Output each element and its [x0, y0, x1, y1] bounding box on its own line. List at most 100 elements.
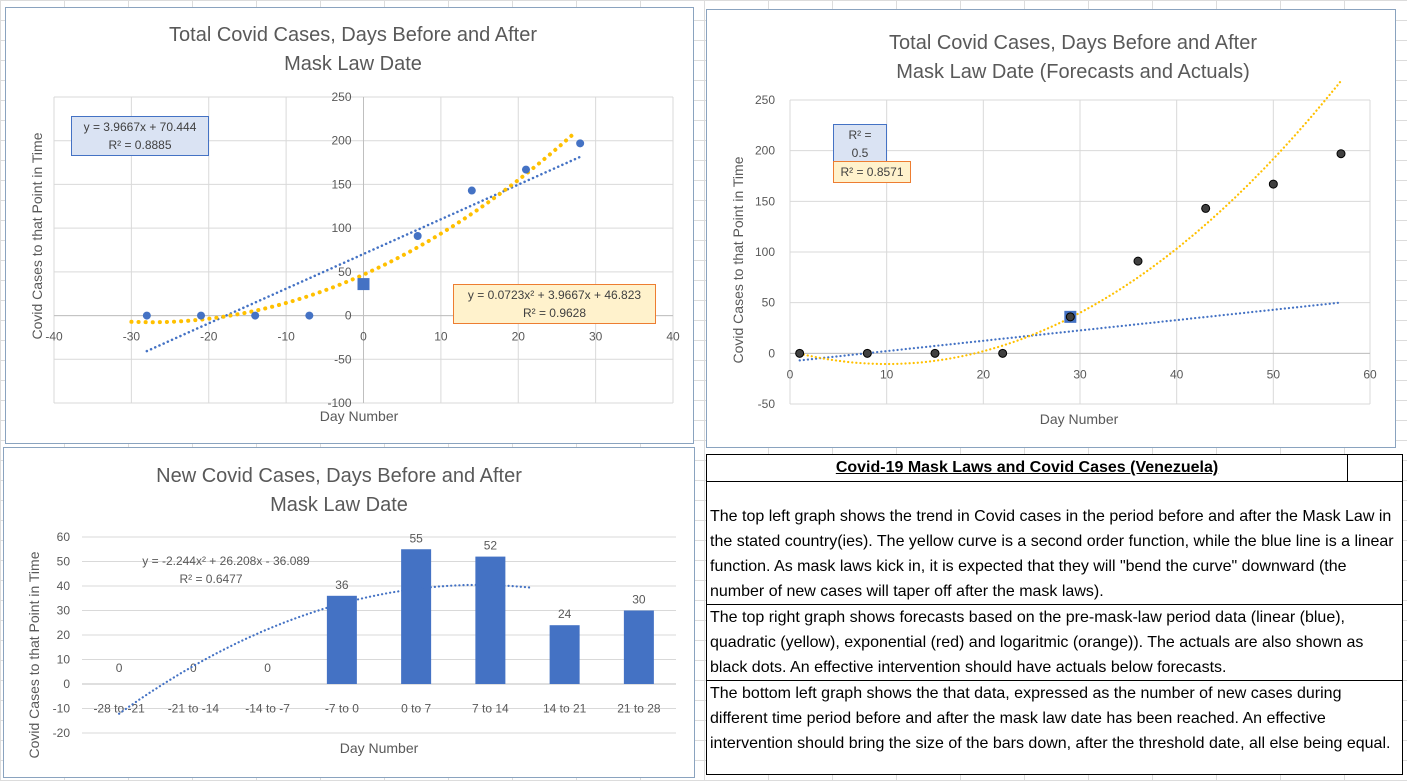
- y-axis-label: Covid Cases to that Point in Time: [26, 551, 42, 758]
- new-cases-chart: New Covid Cases, Days Before and After M…: [26, 465, 676, 759]
- actual-data-point: [862, 348, 872, 358]
- y-tick-label: -50: [334, 352, 352, 366]
- y-tick-label: 50: [338, 265, 352, 279]
- polynomial-trendline: [129, 132, 575, 325]
- x-tick-label: -20: [200, 330, 218, 344]
- actual-data-point: [998, 348, 1008, 358]
- polynomial-trendline: [117, 583, 533, 715]
- y-tick-label: 250: [331, 90, 351, 104]
- polynomial-equation: y = 0.0723x² + 3.9667x + 46.823: [467, 288, 642, 302]
- explanation-title: Covid-19 Mask Laws and Covid Cases (Vene…: [707, 455, 1348, 481]
- data-point: [142, 311, 151, 320]
- data-point: [521, 165, 530, 174]
- y-axis-label: Covid Cases to that Point in Time: [29, 132, 45, 339]
- chart-title-line-1: Total Covid Cases, Days Before and After: [169, 24, 537, 46]
- y-tick-label: 50: [762, 296, 776, 310]
- polynomial-r2-label[interactable]: R² = 0.8571: [833, 161, 911, 183]
- x-category-label: -14 to -7: [245, 702, 290, 716]
- actual-data-point: [930, 348, 940, 358]
- linear-trendline: [145, 155, 582, 353]
- chart-title-line-2: Mask Law Date: [270, 494, 408, 516]
- bar-0to7: [401, 549, 432, 684]
- y-tick-label: 60: [57, 530, 71, 544]
- bar-value-label: 0: [264, 661, 271, 675]
- data-point: [251, 311, 260, 320]
- y-tick-label: -50: [758, 397, 776, 411]
- y-tick-label: 0: [768, 346, 775, 360]
- linear-forecast-trendline: [798, 301, 1343, 362]
- x-tick-label: 10: [434, 330, 448, 344]
- polynomial-r2: R² = 0.9628: [522, 306, 587, 320]
- x-tick-label: 60: [1363, 367, 1377, 381]
- x-tick-label: 30: [1073, 367, 1087, 381]
- explanation-paragraph-2: The top right graph shows forecasts base…: [707, 605, 1402, 681]
- y-tick-label: 20: [57, 628, 71, 642]
- y-tick-label: -100: [327, 396, 351, 410]
- bar-value-label: 36: [335, 578, 349, 592]
- chart-title-line-2: Mask Law Date (Forecasts and Actuals): [896, 61, 1249, 83]
- x-axis-label: Day Number: [1040, 411, 1119, 427]
- x-category-label: 0 to 7: [401, 702, 431, 716]
- explanation-header: Covid-19 Mask Laws and Covid Cases (Vene…: [707, 455, 1402, 482]
- polynomial-trendline-label[interactable]: y = 0.0723x² + 3.9667x + 46.823 R² = 0.9…: [453, 284, 656, 324]
- chart-title-line-1: Total Covid Cases, Days Before and After: [889, 32, 1257, 54]
- forecast-chart-panel[interactable]: Total Covid Cases, Days Before and After…: [706, 9, 1396, 448]
- bar-value-label: 55: [409, 531, 423, 545]
- y-tick-label: -20: [53, 726, 71, 740]
- data-point: [305, 311, 314, 320]
- explanation-paragraph-1: The top left graph shows the trend in Co…: [707, 482, 1402, 605]
- linear-r2: R² = 0.8885: [108, 138, 172, 152]
- explanation-panel: Covid-19 Mask Laws and Covid Cases (Vene…: [706, 454, 1403, 775]
- actual-data-point: [1336, 149, 1346, 159]
- x-tick-label: 40: [666, 330, 680, 344]
- y-tick-label: 10: [57, 653, 71, 667]
- actual-data-point: [1201, 203, 1211, 213]
- y-tick-label: 200: [331, 134, 351, 148]
- y-tick-label: 0: [345, 309, 352, 323]
- bar-7to14: [475, 556, 506, 684]
- actual-data-point: [1268, 179, 1278, 189]
- y-tick-label: 40: [57, 579, 71, 593]
- actual-data-point: [795, 348, 805, 358]
- x-tick-label: 20: [512, 330, 526, 344]
- explanation-paragraph-3: The bottom left graph shows the that dat…: [710, 685, 1391, 752]
- chart-title-line-1: New Covid Cases, Days Before and After: [156, 465, 522, 487]
- actual-data-point: [1133, 256, 1143, 266]
- trendline-r2: R² = 0.6477: [179, 572, 242, 586]
- linear-r2: R² = 0.5: [848, 128, 872, 160]
- y-tick-label: 100: [331, 221, 351, 235]
- actual-data-point: [1065, 312, 1075, 322]
- trendline-equation: y = -2.244x² + 26.208x - 36.089: [142, 554, 310, 568]
- y-tick-label: 100: [755, 245, 775, 259]
- data-point: [197, 311, 206, 320]
- y-tick-label: 150: [331, 177, 351, 191]
- mask-law-date-point: [357, 278, 370, 291]
- total-cases-chart-panel[interactable]: Total Covid Cases, Days Before and After…: [5, 7, 694, 444]
- bar-value-label: 0: [190, 661, 197, 675]
- linear-r2-label[interactable]: R² = 0.5: [833, 124, 887, 164]
- bar-value-label: 30: [632, 593, 646, 607]
- y-tick-label: 50: [57, 555, 71, 569]
- x-category-label: 14 to 21: [543, 702, 587, 716]
- x-tick-label: 20: [977, 367, 991, 381]
- bar-14to21: [549, 625, 580, 684]
- x-tick-label: 0: [360, 330, 367, 344]
- y-tick-label: -10: [53, 702, 71, 716]
- x-tick-label: -30: [123, 330, 141, 344]
- x-axis-label: Day Number: [320, 408, 399, 424]
- data-point: [413, 232, 422, 241]
- x-category-label: 7 to 14: [472, 702, 509, 716]
- data-point: [467, 186, 476, 195]
- linear-trendline-label[interactable]: y = 3.9667x + 70.444 R² = 0.8885: [71, 116, 209, 156]
- bar-value-label: 24: [558, 607, 572, 621]
- y-tick-label: 250: [755, 93, 775, 107]
- new-cases-chart-panel[interactable]: New Covid Cases, Days Before and After M…: [3, 447, 695, 778]
- x-tick-label: -10: [277, 330, 295, 344]
- bar-21to28: [623, 610, 654, 684]
- chart-title-line-2: Mask Law Date: [284, 53, 422, 75]
- forecast-actual-chart: Total Covid Cases, Days Before and After…: [730, 32, 1377, 427]
- x-tick-label: 40: [1170, 367, 1184, 381]
- y-axis-label: Covid Cases to that Point in Time: [730, 156, 746, 363]
- x-tick-label: 50: [1267, 367, 1281, 381]
- x-category-label: 21 to 28: [617, 702, 661, 716]
